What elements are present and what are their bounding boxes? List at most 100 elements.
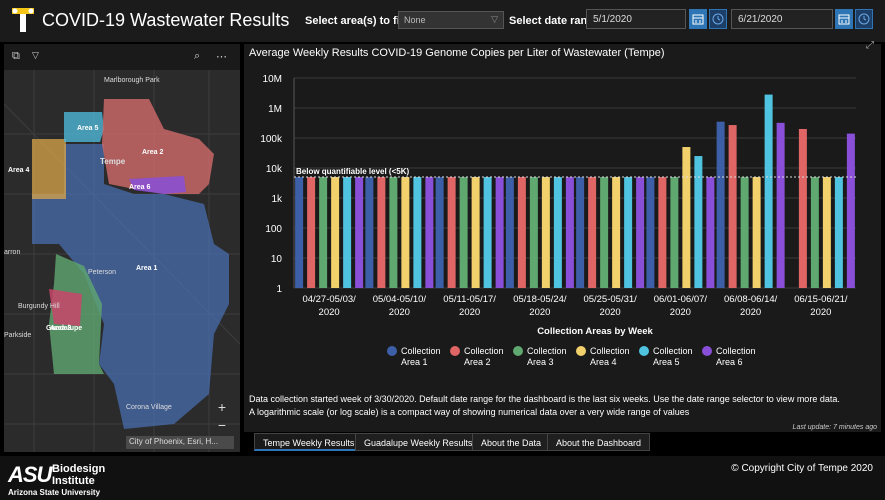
calendar-icon[interactable] — [689, 9, 707, 29]
chart-bar — [343, 177, 352, 288]
chart-bar — [846, 133, 855, 288]
chart-bar — [752, 177, 761, 288]
clock-icon[interactable] — [855, 9, 873, 29]
zoom-out-button[interactable]: − — [217, 417, 227, 433]
area-filter-label: Select area(s) to filter — [305, 15, 417, 27]
map-place-guadalupe: Guadalupe — [46, 325, 82, 332]
clock-icon[interactable] — [709, 9, 727, 29]
note-line-2: A logarithmic scale (or log scale) is a … — [249, 407, 690, 417]
chart-bar — [776, 122, 785, 288]
y-tick-label: 100 — [265, 224, 282, 235]
legend-label: Area 1 — [401, 357, 428, 367]
x-tick-label: 05/11-05/17/ — [443, 294, 496, 305]
more-icon[interactable]: ⋯ — [216, 51, 227, 63]
x-tick-label: 2020 — [389, 307, 410, 318]
legend-label: Collection — [464, 346, 504, 356]
map-label-area-4: Area 4 — [8, 167, 30, 174]
legend-label: Area 4 — [590, 357, 617, 367]
last-update: Last update: 7 minutes ago — [792, 424, 877, 431]
guadalupe-polygon[interactable] — [49, 289, 82, 326]
x-tick-label: 06/08-06/14/ — [724, 294, 778, 305]
legend-label: Collection — [527, 346, 567, 356]
threshold-label: Below quantifiable level (<5K) — [296, 167, 409, 176]
tab-tempe-weekly[interactable]: Tempe Weekly Results — [254, 433, 364, 451]
chevron-down-icon: ▽ — [491, 14, 498, 24]
chart-bar — [425, 177, 434, 288]
tab-guadalupe-weekly[interactable]: Guadalupe Weekly Results — [355, 433, 482, 451]
app-title: COVID-19 Wastewater Results — [42, 10, 290, 30]
asu-logo: ASU — [8, 462, 52, 487]
y-tick-label: 1 — [276, 284, 282, 295]
legend-swatch — [450, 346, 460, 356]
footer — [0, 456, 885, 500]
chart-title: Average Weekly Results COVID-19 Genome C… — [249, 47, 665, 59]
map-place-parkside: Parkside — [4, 332, 31, 339]
area-2-polygon[interactable] — [102, 99, 214, 194]
area-1-polygon[interactable] — [32, 144, 229, 429]
chart-bar — [553, 177, 562, 288]
chart-bar — [495, 177, 504, 288]
x-tick-label: 06/01-06/07/ — [654, 294, 708, 305]
legend-label: Collection — [716, 346, 756, 356]
y-tick-label: 10M — [263, 74, 282, 85]
chart-bar — [529, 177, 538, 288]
area-5-polygon[interactable] — [64, 112, 104, 142]
legend-swatch — [576, 346, 586, 356]
chart-bar — [541, 177, 550, 288]
chart-bar — [355, 177, 364, 288]
chart-bar — [706, 177, 715, 288]
map-place-burgundy: Burgundy Hill — [18, 303, 60, 310]
legend-label: Collection — [590, 346, 630, 356]
calendar-icon[interactable] — [835, 9, 853, 29]
chart-bar — [600, 177, 609, 288]
map-label-area-1: Area 1 — [136, 265, 158, 272]
chart-bar — [798, 128, 807, 288]
chart-bar — [565, 177, 574, 288]
institute-label: Institute — [52, 475, 95, 487]
chart-bar — [670, 177, 679, 288]
legend-swatch — [387, 346, 397, 356]
chart-bar — [764, 94, 773, 288]
copyright: © Copyright City of Tempe 2020 — [731, 463, 873, 474]
chart-bar — [389, 177, 398, 288]
chart-bar — [413, 177, 422, 288]
chart-bar — [517, 177, 526, 288]
x-tick-label: 04/27-05/03/ — [302, 294, 356, 305]
tab-about-dashboard[interactable]: About the Dashboard — [547, 433, 651, 451]
zoom-in-button[interactable]: + — [217, 399, 227, 415]
map-canvas[interactable]: Area 5 Area 2 Area 4 Area 6 Area 1 Area … — [4, 44, 240, 452]
legend-label: Area 3 — [527, 357, 554, 367]
tab-about-data[interactable]: About the Data — [472, 433, 551, 451]
chart-bar — [716, 121, 725, 288]
map-place-peterson: Peterson — [88, 269, 116, 276]
chart-bar — [471, 177, 480, 288]
area-6-polygon[interactable] — [129, 176, 186, 194]
legend-label: Area 6 — [716, 357, 743, 367]
x-tick-label: 2020 — [319, 307, 340, 318]
map-view[interactable]: Area 5 Area 2 Area 4 Area 6 Area 1 Area … — [4, 44, 240, 452]
area-4-polygon[interactable] — [32, 139, 66, 199]
search-icon[interactable]: ⌕ — [194, 50, 201, 62]
chart-bar — [694, 156, 703, 288]
chart-bar — [682, 147, 691, 288]
start-date-input[interactable]: 5/1/2020 — [586, 9, 686, 29]
fullscreen-icon[interactable]: ⤢ — [866, 40, 874, 51]
chart-bar — [636, 177, 645, 288]
chevron-down-icon[interactable]: ▽ — [32, 50, 39, 60]
map-toolbar: ⧉ ▽ ⌕ ⋯ — [4, 44, 240, 70]
chart-bar — [624, 177, 633, 288]
results-chart: 1 10 100 1k 10k 100k 1M 10M 04/27-05/03/2020 05/0… — [260, 74, 856, 367]
map-place-arron: arron — [4, 249, 20, 256]
legend-label: Collection — [653, 346, 693, 356]
end-date-input[interactable]: 6/21/2020 — [731, 9, 833, 29]
area-filter-select[interactable]: None ▽ — [398, 11, 504, 29]
chart-bar — [401, 177, 410, 288]
x-tick-label: 2020 — [600, 307, 621, 318]
chart-bar — [447, 177, 456, 288]
x-tick-label: 05/04-05/10/ — [373, 294, 427, 305]
chart-bar — [740, 177, 749, 288]
map-label-area-2: Area 2 — [142, 149, 164, 156]
chart-bar — [810, 177, 819, 288]
layers-icon[interactable]: ⧉ — [12, 50, 20, 62]
map-place-corona: Corona Village — [126, 404, 172, 411]
